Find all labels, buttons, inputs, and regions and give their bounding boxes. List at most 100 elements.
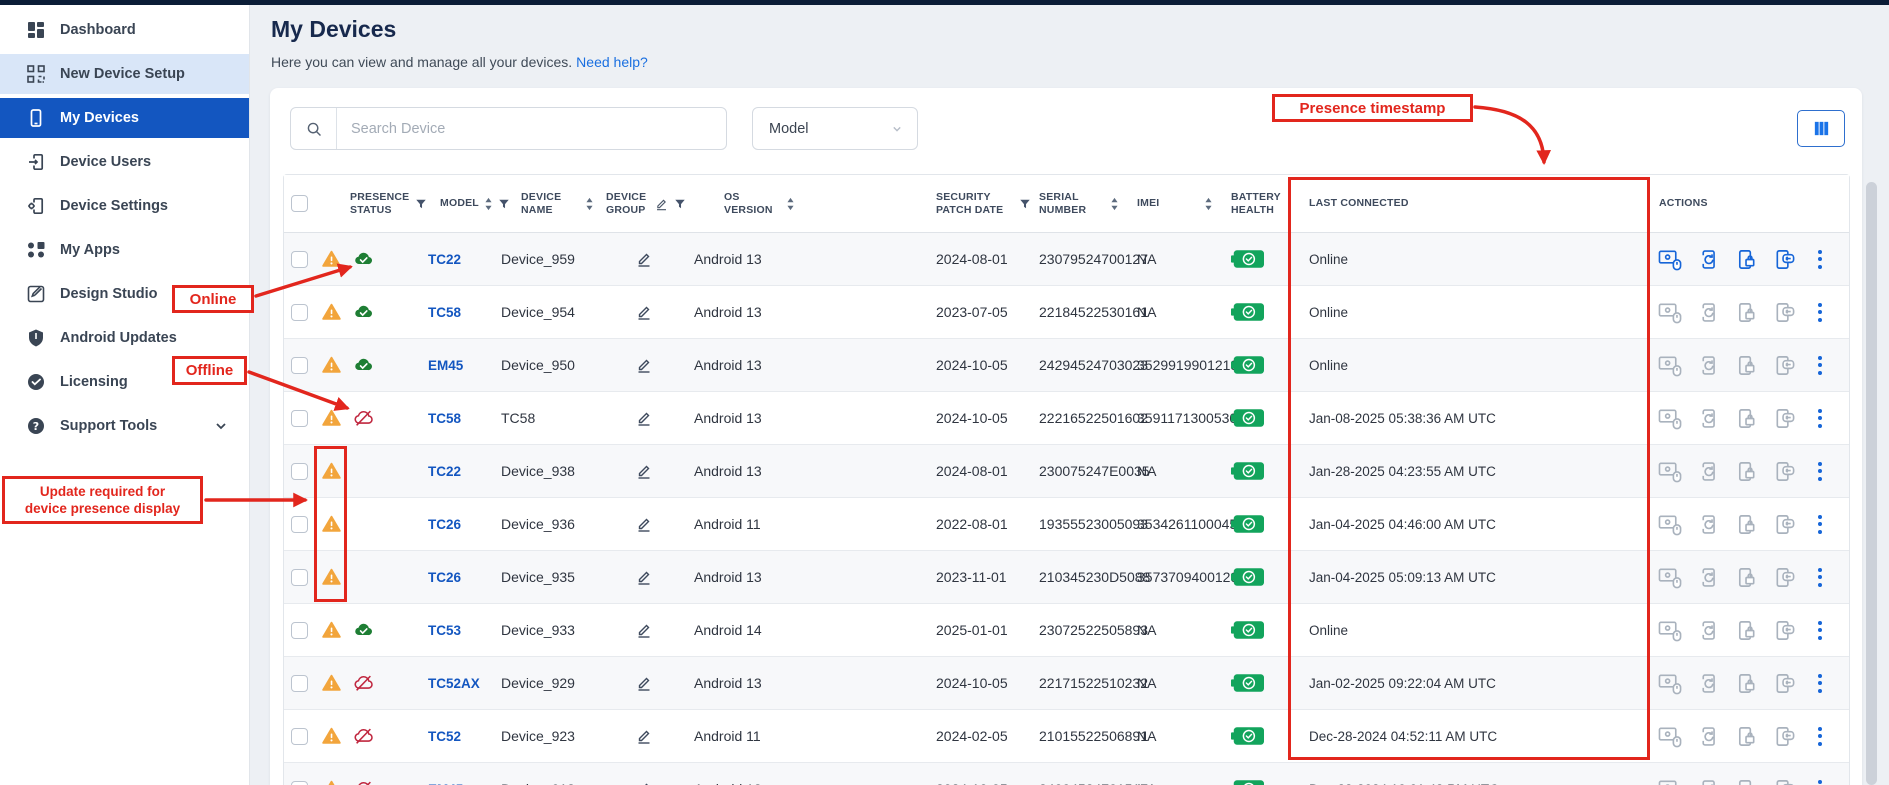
kebab-menu[interactable] xyxy=(1818,726,1822,746)
search-input[interactable] xyxy=(337,120,726,137)
device-sync-icon[interactable] xyxy=(1696,566,1721,589)
row-checkbox[interactable] xyxy=(291,621,308,639)
edit-device-group-icon[interactable] xyxy=(636,728,652,744)
sidebar-item-my-apps[interactable]: My Apps xyxy=(0,230,249,270)
kebab-menu[interactable] xyxy=(1818,779,1822,785)
row-checkbox[interactable] xyxy=(291,462,308,480)
sort-icon[interactable] xyxy=(786,197,795,211)
select-all-checkbox[interactable] xyxy=(291,195,308,212)
edit-device-group-icon[interactable] xyxy=(636,357,652,373)
model-link[interactable]: TC26 xyxy=(428,516,462,532)
device-lock-icon[interactable] xyxy=(1734,725,1759,748)
device-lock-icon[interactable] xyxy=(1734,513,1759,536)
remote-control-icon[interactable] xyxy=(1658,619,1683,642)
model-link[interactable]: TC53 xyxy=(428,622,462,638)
remote-control-icon[interactable] xyxy=(1658,566,1683,589)
device-lock-icon[interactable] xyxy=(1734,248,1759,271)
sort-icon[interactable] xyxy=(1110,197,1119,211)
edit-device-group-icon[interactable] xyxy=(636,622,652,638)
sort-icon[interactable] xyxy=(585,197,594,211)
edit-device-group-icon[interactable] xyxy=(636,675,652,691)
device-sync-icon[interactable] xyxy=(1696,301,1721,324)
device-message-icon[interactable] xyxy=(1772,725,1797,748)
device-message-icon[interactable] xyxy=(1772,513,1797,536)
model-link[interactable]: TC58 xyxy=(428,410,462,426)
edit-device-group-icon[interactable] xyxy=(636,410,652,426)
remote-control-icon[interactable] xyxy=(1658,672,1683,695)
sidebar-item-my-devices[interactable]: My Devices xyxy=(0,98,249,138)
device-message-icon[interactable] xyxy=(1772,248,1797,271)
device-lock-icon[interactable] xyxy=(1734,778,1759,785)
device-message-icon[interactable] xyxy=(1772,566,1797,589)
model-link[interactable]: EM45 xyxy=(428,782,463,785)
edit-device-group-icon[interactable] xyxy=(636,304,652,320)
sidebar-item-dashboard[interactable]: Dashboard xyxy=(0,10,249,50)
model-link[interactable]: TC26 xyxy=(428,569,462,585)
sidebar-item-licensing[interactable]: Licensing xyxy=(0,362,249,402)
remote-control-icon[interactable] xyxy=(1658,778,1683,785)
remote-control-icon[interactable] xyxy=(1658,460,1683,483)
row-checkbox[interactable] xyxy=(291,409,308,427)
kebab-menu[interactable] xyxy=(1818,355,1822,375)
device-sync-icon[interactable] xyxy=(1696,672,1721,695)
device-sync-icon[interactable] xyxy=(1696,513,1721,536)
device-message-icon[interactable] xyxy=(1772,672,1797,695)
kebab-menu[interactable] xyxy=(1818,673,1822,693)
sort-icon[interactable] xyxy=(1204,197,1213,211)
row-checkbox[interactable] xyxy=(291,515,308,533)
kebab-menu[interactable] xyxy=(1818,567,1822,587)
need-help-link[interactable]: Need help? xyxy=(576,54,648,70)
device-message-icon[interactable] xyxy=(1772,407,1797,430)
device-sync-icon[interactable] xyxy=(1696,778,1721,785)
device-message-icon[interactable] xyxy=(1772,460,1797,483)
device-lock-icon[interactable] xyxy=(1734,301,1759,324)
device-sync-icon[interactable] xyxy=(1696,725,1721,748)
filter-icon[interactable] xyxy=(674,198,686,210)
device-sync-icon[interactable] xyxy=(1696,248,1721,271)
model-link[interactable]: TC52AX xyxy=(428,675,480,691)
device-message-icon[interactable] xyxy=(1772,619,1797,642)
sidebar-item-new-device-setup[interactable]: New Device Setup xyxy=(0,54,249,94)
device-lock-icon[interactable] xyxy=(1734,460,1759,483)
device-sync-icon[interactable] xyxy=(1696,407,1721,430)
device-lock-icon[interactable] xyxy=(1734,672,1759,695)
kebab-menu[interactable] xyxy=(1818,302,1822,322)
device-sync-icon[interactable] xyxy=(1696,354,1721,377)
kebab-menu[interactable] xyxy=(1818,620,1822,640)
kebab-menu[interactable] xyxy=(1818,514,1822,534)
edit-device-group-icon[interactable] xyxy=(636,251,652,267)
kebab-menu[interactable] xyxy=(1818,461,1822,481)
edit-device-group-icon[interactable] xyxy=(636,463,652,479)
row-checkbox[interactable] xyxy=(291,303,308,321)
edit-icon[interactable] xyxy=(655,197,668,211)
row-checkbox[interactable] xyxy=(291,356,308,374)
device-message-icon[interactable] xyxy=(1772,354,1797,377)
column-settings-button[interactable] xyxy=(1797,110,1845,147)
edit-device-group-icon[interactable] xyxy=(636,569,652,585)
remote-control-icon[interactable] xyxy=(1658,513,1683,536)
device-sync-icon[interactable] xyxy=(1696,619,1721,642)
device-lock-icon[interactable] xyxy=(1734,566,1759,589)
sidebar-item-support-tools[interactable]: Support Tools xyxy=(0,406,249,446)
remote-control-icon[interactable] xyxy=(1658,248,1683,271)
sidebar-item-design-studio[interactable]: Design Studio xyxy=(0,274,249,314)
device-lock-icon[interactable] xyxy=(1734,407,1759,430)
row-checkbox[interactable] xyxy=(291,568,308,586)
model-link[interactable]: TC22 xyxy=(428,463,462,479)
model-link[interactable]: EM45 xyxy=(428,357,464,373)
device-sync-icon[interactable] xyxy=(1696,460,1721,483)
sidebar-item-device-users[interactable]: Device Users xyxy=(0,142,249,182)
row-checkbox[interactable] xyxy=(291,780,308,785)
device-lock-icon[interactable] xyxy=(1734,619,1759,642)
row-checkbox[interactable] xyxy=(291,727,308,745)
remote-control-icon[interactable] xyxy=(1658,354,1683,377)
sidebar-item-android-updates[interactable]: Android Updates xyxy=(0,318,249,358)
remote-control-icon[interactable] xyxy=(1658,301,1683,324)
filter-icon[interactable] xyxy=(1019,198,1031,210)
device-message-icon[interactable] xyxy=(1772,778,1797,785)
model-link[interactable]: TC52 xyxy=(428,728,462,744)
sidebar-item-device-settings[interactable]: Device Settings xyxy=(0,186,249,226)
model-link[interactable]: TC58 xyxy=(428,304,462,320)
sort-icon[interactable] xyxy=(484,197,493,211)
kebab-menu[interactable] xyxy=(1818,408,1822,428)
